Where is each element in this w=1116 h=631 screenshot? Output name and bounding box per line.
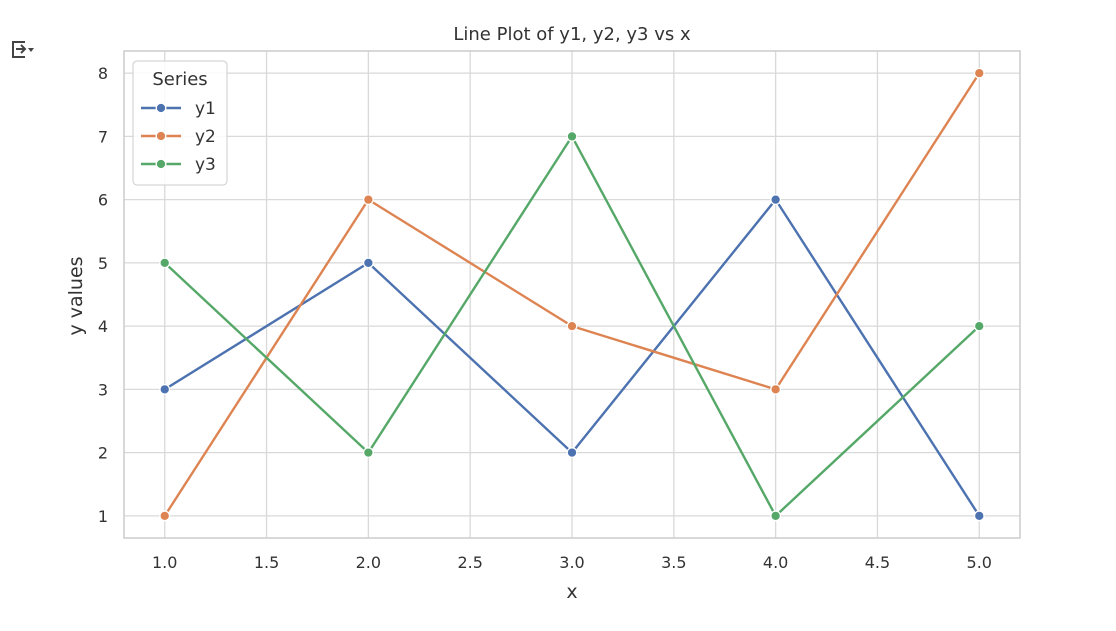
- x-tick-label: 2.0: [356, 553, 381, 572]
- data-point-y1: [362, 257, 374, 269]
- x-tick-label: 4.0: [763, 553, 788, 572]
- data-point-y2: [973, 67, 985, 79]
- y-tick-label: 2: [98, 444, 108, 463]
- x-tick-label: 4.5: [865, 553, 890, 572]
- x-tick-label: 3.0: [559, 553, 584, 572]
- x-tick-label: 1.5: [254, 553, 279, 572]
- legend-entry-y1: y1: [141, 99, 216, 119]
- data-point-y3: [973, 320, 985, 332]
- data-point-y1: [770, 194, 782, 206]
- y-axis-label: y values: [65, 256, 87, 335]
- data-point-y1: [159, 383, 171, 395]
- plot-frame: [123, 50, 1021, 539]
- legend-entry-y2: y2: [141, 127, 216, 147]
- legend-items: y1 y2 y3: [141, 99, 216, 175]
- legend-label: y2: [195, 127, 216, 147]
- data-point-y3: [770, 510, 782, 522]
- data-point-y1: [973, 510, 985, 522]
- output-toggle-icon[interactable]: [8, 36, 36, 64]
- legend-marker: [155, 158, 167, 170]
- legend: Series y1 y2 y3: [132, 60, 228, 186]
- series-layer: [159, 67, 985, 522]
- legend-box: [132, 60, 228, 186]
- data-point-y2: [159, 510, 171, 522]
- x-axis-label: x: [566, 581, 577, 603]
- data-point-y3: [159, 257, 171, 269]
- x-tick-labels: 1.0 1.5 2.0 2.5 3.0 3.5 4.0 4.5 5.0: [152, 553, 992, 572]
- chart-title: Line Plot of y1, y2, y3 vs x: [453, 24, 691, 45]
- x-tick-label: 5.0: [967, 553, 992, 572]
- legend-entry-y3: y3: [141, 155, 216, 175]
- data-point-y2: [770, 383, 782, 395]
- y-tick-label: 4: [98, 317, 108, 336]
- y-tick-label: 3: [98, 380, 108, 399]
- x-tick-label: 3.5: [661, 553, 686, 572]
- legend-marker: [155, 102, 167, 114]
- x-tick-label: 1.0: [152, 553, 177, 572]
- y-tick-labels: 1 2 3 4 5 6 7 8: [98, 64, 108, 526]
- data-point-y2: [566, 320, 578, 332]
- legend-marker: [155, 130, 167, 142]
- y-tick-label: 7: [98, 127, 108, 146]
- data-point-y1: [566, 447, 578, 459]
- y-tick-label: 8: [98, 64, 108, 83]
- y-tick-label: 6: [98, 191, 108, 210]
- x-tick-label: 2.5: [457, 553, 482, 572]
- legend-title: Series: [152, 69, 207, 90]
- data-point-y3: [362, 447, 374, 459]
- legend-label: y1: [195, 99, 216, 119]
- data-point-y2: [362, 194, 374, 206]
- data-point-y3: [566, 130, 578, 142]
- legend-label: y3: [195, 155, 216, 175]
- y-tick-label: 5: [98, 254, 108, 273]
- y-tick-label: 1: [98, 507, 108, 526]
